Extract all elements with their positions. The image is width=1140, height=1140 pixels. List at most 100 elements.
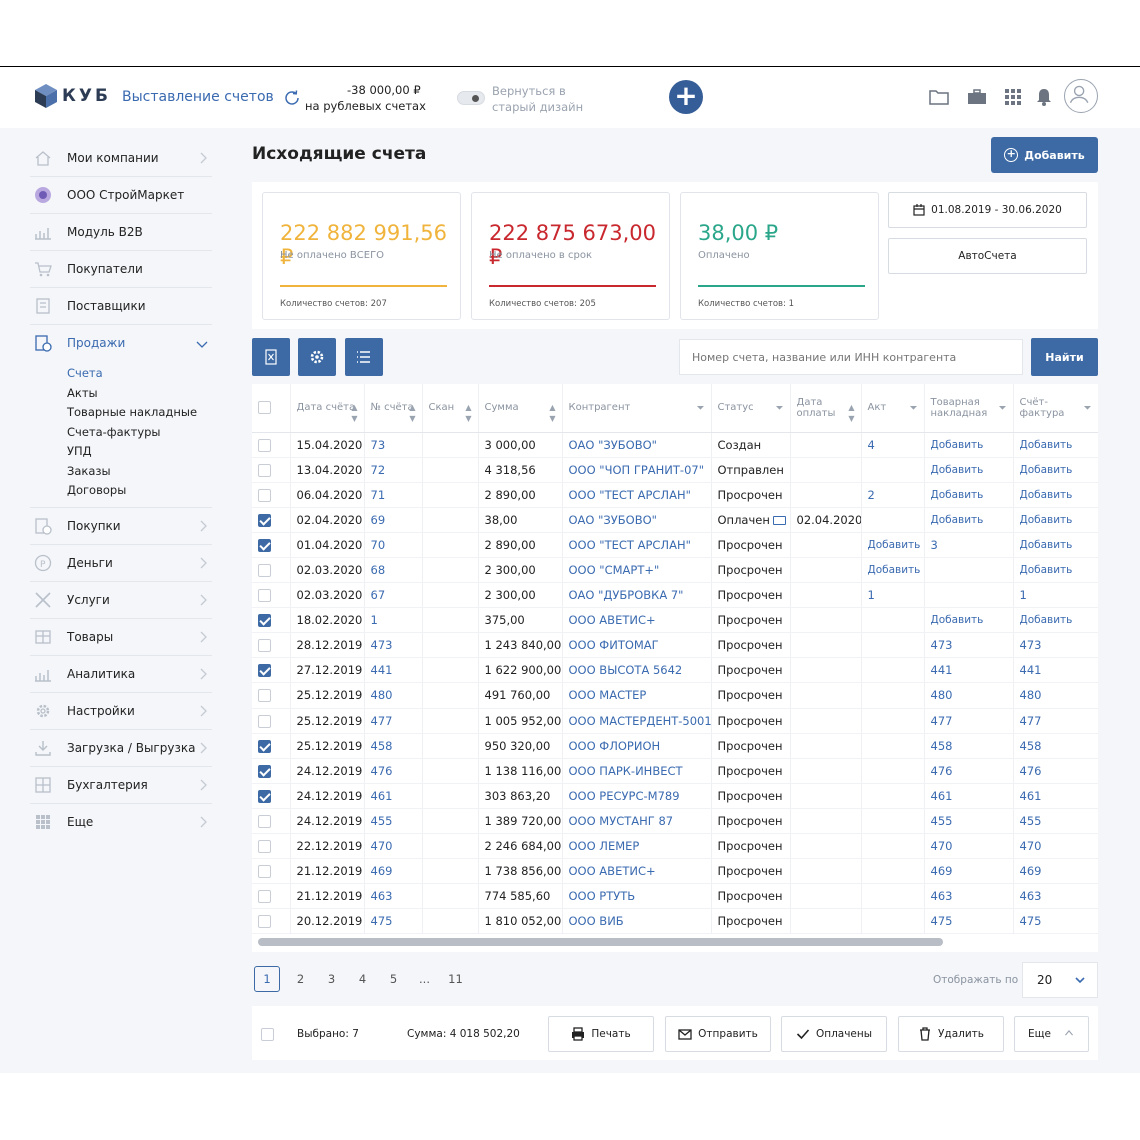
filter-icon[interactable]: ⏷ — [696, 403, 705, 414]
user-avatar[interactable] — [1064, 79, 1098, 113]
scan-cell[interactable] — [422, 708, 479, 734]
header-number[interactable]: № счёта ▲ ▼ — [364, 384, 423, 433]
act-link[interactable]: Добавить — [861, 532, 925, 558]
sidebar-item-purchases[interactable]: Покупки — [30, 508, 212, 545]
table-row[interactable]: 24.12.2019 476 1 138 116,00 ООО ПАРК-ИНВЕСТ… — [252, 758, 1098, 784]
invoice-facture-link[interactable]: 473 — [1013, 632, 1098, 659]
invoice-facture-link[interactable]: 477 — [1013, 708, 1098, 734]
sidebar-item-accounting[interactable]: Бухгалтерия — [30, 767, 212, 804]
select-all-checkbox[interactable] — [258, 401, 271, 415]
invoice-number-link[interactable]: 473 — [364, 632, 423, 659]
table-row[interactable]: 18.02.2020 1 375,00 ООО АВЕТИС+ Просрочен Доб… — [252, 607, 1098, 634]
search-input[interactable] — [679, 339, 1023, 375]
row-checkbox[interactable] — [258, 614, 271, 628]
act-link[interactable]: Добавить — [861, 557, 925, 584]
scan-cell[interactable] — [422, 582, 479, 609]
table-row[interactable]: 25.12.2019 480 491 760,00 ООО МАСТЕР Просроч… — [252, 682, 1098, 709]
find-button[interactable]: Найти — [1031, 338, 1098, 376]
table-row[interactable]: 27.12.2019 441 1 622 900,00 ООО ВЫСОТА 5642… — [252, 657, 1098, 684]
table-row[interactable]: 24.12.2019 455 1 389 720,00 ООО МУСТАНГ 87 П… — [252, 808, 1098, 835]
invoice-facture-link[interactable]: Добавить — [1013, 557, 1098, 584]
header-scan[interactable]: Скан ▲ ▼ — [422, 384, 479, 433]
waybill-link[interactable]: Добавить — [924, 432, 1014, 458]
scan-cell[interactable] — [422, 532, 479, 558]
invoice-number-link[interactable]: 68 — [364, 557, 423, 584]
filter-icon[interactable]: ⏷ — [909, 403, 918, 414]
submenu-invoices[interactable]: Счета — [67, 366, 103, 380]
table-row[interactable]: 28.12.2019 473 1 243 840,00 ООО ФИТОМАГ Прос… — [252, 632, 1098, 659]
scan-cell[interactable] — [422, 457, 479, 483]
send-button[interactable]: Отправить — [665, 1016, 771, 1052]
row-checkbox[interactable] — [258, 890, 271, 904]
payment-doc-icon[interactable] — [772, 515, 786, 525]
scan-cell[interactable] — [422, 682, 479, 709]
invoice-facture-link[interactable]: Добавить — [1013, 457, 1098, 483]
waybill-link[interactable]: 480 — [924, 682, 1014, 709]
table-row[interactable]: 13.04.2020 72 4 318,56 ООО "ЧОП ГРАНИТ-07" О… — [252, 457, 1098, 483]
invoice-number-link[interactable]: 455 — [364, 808, 423, 835]
sidebar-item-buyers[interactable]: Покупатели — [30, 251, 212, 288]
scan-cell[interactable] — [422, 482, 479, 508]
waybill-link[interactable]: 476 — [924, 758, 1014, 784]
waybill-link[interactable]: Добавить — [924, 457, 1014, 483]
table-row[interactable]: 02.03.2020 67 2 300,00 ОАО "ДУБРОВКА 7" Прос… — [252, 582, 1098, 609]
invoice-number-link[interactable]: 67 — [364, 582, 423, 609]
header-select-all[interactable] — [252, 384, 291, 433]
header-status[interactable]: Статус ⏷ — [711, 384, 791, 433]
invoice-facture-link[interactable]: 476 — [1013, 758, 1098, 784]
invoice-number-link[interactable]: 461 — [364, 783, 423, 809]
waybill-link[interactable]: 475 — [924, 908, 1014, 935]
columns-list-button[interactable] — [345, 338, 383, 376]
waybill-link[interactable]: 458 — [924, 733, 1014, 759]
invoice-facture-link[interactable]: 461 — [1013, 783, 1098, 809]
table-row[interactable]: 15.04.2020 73 3 000,00 ОАО "ЗУБОВО" Создан 4 Д… — [252, 432, 1098, 458]
sidebar-item-sales[interactable]: Продажи — [30, 325, 212, 362]
scan-cell[interactable] — [422, 758, 479, 784]
invoice-number-link[interactable]: 463 — [364, 883, 423, 910]
header-invoice[interactable]: Счёт-фактура ⏷ — [1013, 384, 1098, 433]
invoice-facture-link[interactable]: 1 — [1013, 582, 1098, 609]
contractor-link[interactable]: ОАО "ЗУБОВО" — [562, 507, 712, 533]
contractor-link[interactable]: ООО "ЧОП ГРАНИТ-07" — [562, 457, 712, 483]
waybill-link[interactable]: 470 — [924, 833, 1014, 860]
table-row[interactable]: 25.12.2019 458 950 320,00 ООО ФЛОРИОН Просро… — [252, 733, 1098, 759]
invoice-number-link[interactable]: 475 — [364, 908, 423, 935]
act-link[interactable]: 4 — [861, 432, 925, 458]
invoice-facture-link[interactable]: 455 — [1013, 808, 1098, 835]
filter-icon[interactable]: ⏷ — [998, 403, 1007, 414]
sidebar-item-goods[interactable]: Товары — [30, 619, 212, 656]
invoice-facture-link[interactable]: Добавить — [1013, 432, 1098, 458]
stat-unpaid-total[interactable]: 222 882 991,56 ₽ Не оплачено ВСЕГО Колич… — [262, 192, 461, 320]
date-range-picker[interactable]: 01.08.2019 - 30.06.2020 — [888, 192, 1087, 228]
row-checkbox[interactable] — [258, 513, 271, 527]
sidebar-item-suppliers[interactable]: Поставщики — [30, 288, 212, 325]
invoice-facture-link[interactable]: 463 — [1013, 883, 1098, 910]
invoice-number-link[interactable]: 469 — [364, 858, 423, 885]
invoice-facture-link[interactable]: 470 — [1013, 833, 1098, 860]
invoice-number-link[interactable]: 1 — [364, 607, 423, 634]
header-waybill[interactable]: Товарная накладная ⏷ — [924, 384, 1014, 433]
table-row[interactable]: 02.04.2020 69 38,00 ОАО "ЗУБОВО" Оплачен 02.0… — [252, 507, 1098, 533]
page-11[interactable]: 11 — [448, 972, 463, 986]
row-checkbox[interactable] — [258, 764, 271, 778]
invoice-number-link[interactable]: 69 — [364, 507, 423, 533]
horizontal-scrollbar[interactable] — [258, 938, 943, 946]
invoice-number-link[interactable]: 70 — [364, 532, 423, 558]
waybill-link[interactable]: 463 — [924, 883, 1014, 910]
row-checkbox[interactable] — [258, 714, 271, 728]
contractor-link[interactable]: ООО МАСТЕРДЕНТ-5001 — [562, 708, 712, 734]
scan-cell[interactable] — [422, 432, 479, 458]
sidebar-item-my-companies[interactable]: Мои компании — [30, 140, 212, 177]
contractor-link[interactable]: ООО ПАРК-ИНВЕСТ — [562, 758, 712, 784]
invoice-number-link[interactable]: 480 — [364, 682, 423, 709]
submenu-waybills[interactable]: Товарные накладные — [67, 405, 198, 419]
row-checkbox[interactable] — [258, 865, 271, 879]
invoice-facture-link[interactable]: Добавить — [1013, 507, 1098, 533]
row-checkbox[interactable] — [258, 814, 271, 828]
invoice-number-link[interactable]: 476 — [364, 758, 423, 784]
invoice-facture-link[interactable]: 441 — [1013, 657, 1098, 684]
row-checkbox[interactable] — [258, 915, 271, 929]
old-design-link[interactable]: Вернуться в старый дизайн — [492, 84, 584, 114]
table-row[interactable]: 06.04.2020 71 2 890,00 ООО "ТЕСТ АРСЛАН" Про… — [252, 482, 1098, 508]
cube-logo-icon[interactable] — [34, 83, 58, 109]
